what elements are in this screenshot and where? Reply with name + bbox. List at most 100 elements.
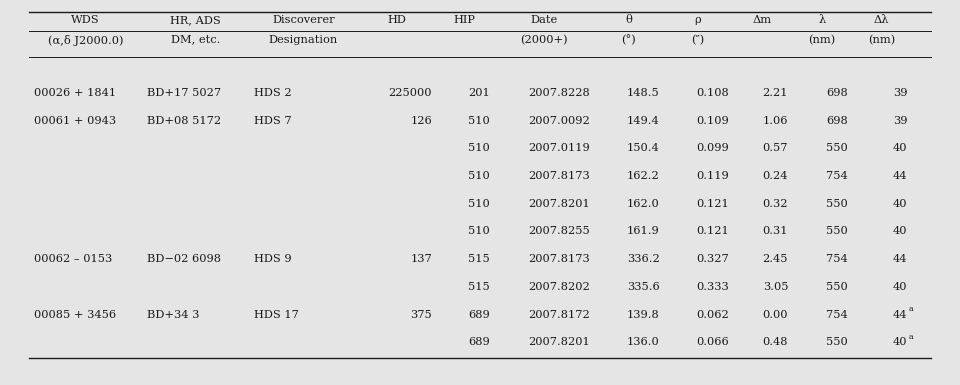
Text: 137: 137 bbox=[410, 254, 432, 264]
Text: 201: 201 bbox=[468, 88, 490, 98]
Text: (nm): (nm) bbox=[808, 35, 835, 45]
Text: 2007.8201: 2007.8201 bbox=[529, 199, 590, 209]
Text: 1.06: 1.06 bbox=[762, 116, 788, 126]
Text: 510: 510 bbox=[468, 143, 490, 153]
Text: 515: 515 bbox=[468, 254, 490, 264]
Text: 2007.0119: 2007.0119 bbox=[529, 143, 590, 153]
Text: HDS 9: HDS 9 bbox=[254, 254, 292, 264]
Text: 40: 40 bbox=[893, 199, 907, 209]
Text: 510: 510 bbox=[468, 116, 490, 126]
Text: 44: 44 bbox=[893, 254, 907, 264]
Text: (nm): (nm) bbox=[868, 35, 895, 45]
Text: 149.4: 149.4 bbox=[627, 116, 660, 126]
Text: Discoverer: Discoverer bbox=[272, 15, 335, 25]
Text: (2000+): (2000+) bbox=[520, 35, 567, 45]
Text: 754: 754 bbox=[826, 310, 848, 320]
Text: 0.119: 0.119 bbox=[696, 171, 729, 181]
Text: (α,δ J2000.0): (α,δ J2000.0) bbox=[48, 35, 123, 46]
Text: Designation: Designation bbox=[269, 35, 338, 45]
Text: 00026 + 1841: 00026 + 1841 bbox=[34, 88, 116, 98]
Text: 44: 44 bbox=[893, 171, 907, 181]
Text: 0.57: 0.57 bbox=[762, 143, 788, 153]
Text: ρ: ρ bbox=[694, 15, 702, 25]
Text: 0.109: 0.109 bbox=[696, 116, 729, 126]
Text: HIP: HIP bbox=[454, 15, 475, 25]
Text: 39: 39 bbox=[893, 116, 907, 126]
Text: a: a bbox=[908, 333, 913, 341]
Text: 550: 550 bbox=[826, 226, 848, 236]
Text: 0.333: 0.333 bbox=[696, 282, 729, 292]
Text: 40: 40 bbox=[893, 226, 907, 236]
Text: 136.0: 136.0 bbox=[627, 337, 660, 347]
Text: 689: 689 bbox=[468, 310, 490, 320]
Text: 2007.8172: 2007.8172 bbox=[529, 310, 590, 320]
Text: 0.121: 0.121 bbox=[696, 226, 729, 236]
Text: HDS 7: HDS 7 bbox=[254, 116, 292, 126]
Text: 139.8: 139.8 bbox=[627, 310, 660, 320]
Text: 0.31: 0.31 bbox=[762, 226, 788, 236]
Text: θ: θ bbox=[625, 15, 633, 25]
Text: λ: λ bbox=[818, 15, 826, 25]
Text: WDS: WDS bbox=[71, 15, 100, 25]
Text: 126: 126 bbox=[410, 116, 432, 126]
Text: 3.05: 3.05 bbox=[762, 282, 788, 292]
Text: 2007.8201: 2007.8201 bbox=[529, 337, 590, 347]
Text: 0.327: 0.327 bbox=[696, 254, 729, 264]
Text: Δm: Δm bbox=[753, 15, 772, 25]
Text: 40: 40 bbox=[893, 337, 907, 347]
Text: 0.00: 0.00 bbox=[762, 310, 788, 320]
Text: 336.2: 336.2 bbox=[627, 254, 660, 264]
Text: 00062 – 0153: 00062 – 0153 bbox=[34, 254, 112, 264]
Text: 2007.0092: 2007.0092 bbox=[529, 116, 590, 126]
Text: HDS 2: HDS 2 bbox=[254, 88, 292, 98]
Text: 162.2: 162.2 bbox=[627, 171, 660, 181]
Text: 2.45: 2.45 bbox=[762, 254, 788, 264]
Text: 2007.8228: 2007.8228 bbox=[529, 88, 590, 98]
Text: 698: 698 bbox=[826, 88, 848, 98]
Text: 375: 375 bbox=[410, 310, 432, 320]
Text: 44: 44 bbox=[893, 310, 907, 320]
Text: 00085 + 3456: 00085 + 3456 bbox=[34, 310, 116, 320]
Text: 148.5: 148.5 bbox=[627, 88, 660, 98]
Text: 510: 510 bbox=[468, 171, 490, 181]
Text: 550: 550 bbox=[826, 337, 848, 347]
Text: HDS 17: HDS 17 bbox=[254, 310, 300, 320]
Text: 515: 515 bbox=[468, 282, 490, 292]
Text: 2007.8255: 2007.8255 bbox=[529, 226, 590, 236]
Text: DM, etc.: DM, etc. bbox=[171, 35, 221, 45]
Text: HR, ADS: HR, ADS bbox=[171, 15, 221, 25]
Text: 335.6: 335.6 bbox=[627, 282, 660, 292]
Text: 00061 + 0943: 00061 + 0943 bbox=[34, 116, 116, 126]
Text: Δλ: Δλ bbox=[874, 15, 889, 25]
Text: 40: 40 bbox=[893, 143, 907, 153]
Text: 162.0: 162.0 bbox=[627, 199, 660, 209]
Text: 550: 550 bbox=[826, 199, 848, 209]
Text: 0.062: 0.062 bbox=[696, 310, 729, 320]
Text: 0.066: 0.066 bbox=[696, 337, 729, 347]
Text: 2007.8202: 2007.8202 bbox=[529, 282, 590, 292]
Text: Date: Date bbox=[530, 15, 558, 25]
Text: 0.121: 0.121 bbox=[696, 199, 729, 209]
Text: BD+08 5172: BD+08 5172 bbox=[147, 116, 221, 126]
Text: (″): (″) bbox=[691, 35, 705, 45]
Text: 550: 550 bbox=[826, 282, 848, 292]
Text: (°): (°) bbox=[621, 35, 636, 45]
Text: BD+34 3: BD+34 3 bbox=[147, 310, 200, 320]
Text: 754: 754 bbox=[826, 254, 848, 264]
Text: 150.4: 150.4 bbox=[627, 143, 660, 153]
Text: 0.48: 0.48 bbox=[762, 337, 788, 347]
Text: BD+17 5027: BD+17 5027 bbox=[147, 88, 221, 98]
Text: 225000: 225000 bbox=[389, 88, 432, 98]
Text: 0.32: 0.32 bbox=[762, 199, 788, 209]
Text: 510: 510 bbox=[468, 226, 490, 236]
Text: 2.21: 2.21 bbox=[762, 88, 788, 98]
Text: 0.24: 0.24 bbox=[762, 171, 788, 181]
Text: 689: 689 bbox=[468, 337, 490, 347]
Text: 510: 510 bbox=[468, 199, 490, 209]
Text: 2007.8173: 2007.8173 bbox=[529, 171, 590, 181]
Text: 698: 698 bbox=[826, 116, 848, 126]
Text: a: a bbox=[908, 305, 913, 313]
Text: 0.099: 0.099 bbox=[696, 143, 729, 153]
Text: 40: 40 bbox=[893, 282, 907, 292]
Text: 2007.8173: 2007.8173 bbox=[529, 254, 590, 264]
